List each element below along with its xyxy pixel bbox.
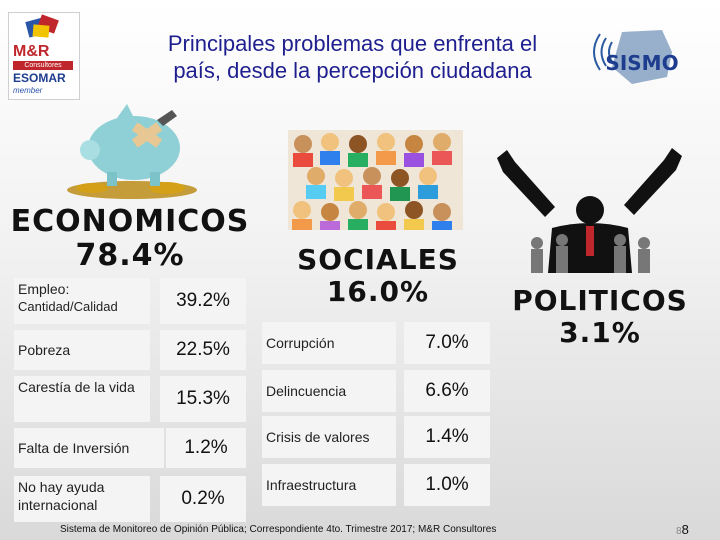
economicos-item-label: No hay ayuda internacional xyxy=(14,476,150,522)
politician-image xyxy=(497,148,682,273)
economicos-item-label: Empleo: Cantidad/Calidad xyxy=(14,278,150,324)
empleo-sub-label: Cantidad/Calidad xyxy=(18,299,118,314)
member-label: member xyxy=(13,86,43,95)
politicos-percent: 3.1% xyxy=(559,316,641,349)
politicos-title: POLITICOS xyxy=(512,284,688,317)
mr-logo-sub: Consultores xyxy=(13,61,73,70)
page-title: Principales problemas que enfrenta el pa… xyxy=(115,30,590,84)
page-number: 88 xyxy=(676,522,689,537)
economicos-item-value: 0.2% xyxy=(160,476,246,522)
esomar-label: ESOMAR xyxy=(13,71,66,85)
piggy-bank-image xyxy=(67,104,197,199)
economicos-title: ECONOMICOS xyxy=(10,204,250,239)
empleo-label: Empleo: xyxy=(18,281,70,297)
title-line-2: país, desde la percepción ciudadana xyxy=(173,58,532,83)
sociales-item-label: Infraestructura xyxy=(262,464,396,506)
sociales-heading: SOCIALES 16.0% xyxy=(278,244,478,308)
title-line-1: Principales problemas que enfrenta el xyxy=(167,31,538,56)
sociales-item-value: 6.6% xyxy=(404,370,490,412)
economicos-percent: 78.4% xyxy=(75,238,185,273)
sociales-item-value: 1.0% xyxy=(404,464,490,506)
mr-logo-name: M&R xyxy=(13,43,50,60)
mr-logo-icon xyxy=(25,14,59,38)
economicos-item-label: Carestía de la vida xyxy=(14,376,150,422)
page-number-big: 8 xyxy=(681,522,689,537)
mr-logo: M&R Consultores ESOMAR member xyxy=(8,12,80,100)
sociales-item-label: Corrupción xyxy=(262,322,396,364)
politicos-heading: POLITICOS 3.1% xyxy=(500,285,700,349)
footer-source: Sistema de Monitoreo de Opinión Pública;… xyxy=(60,524,497,535)
economicos-heading: ECONOMICOS 78.4% xyxy=(5,205,255,273)
economicos-item-value: 22.5% xyxy=(160,330,246,370)
sociales-title: SOCIALES xyxy=(297,243,459,276)
sociales-item-value: 1.4% xyxy=(404,416,490,458)
sociales-percent: 16.0% xyxy=(326,275,430,308)
sismo-logo: SISMO xyxy=(592,22,692,97)
economicos-item-value: 39.2% xyxy=(160,278,246,324)
sociales-item-value: 7.0% xyxy=(404,322,490,364)
economicos-item-value: 15.3% xyxy=(160,376,246,422)
economicos-item-label: Pobreza xyxy=(14,330,150,370)
economicos-item-value: 1.2% xyxy=(166,428,246,468)
economicos-item-label: Falta de Inversión xyxy=(14,428,164,468)
sociales-item-label: Crisis de valores xyxy=(262,416,396,458)
sociales-item-label: Delincuencia xyxy=(262,370,396,412)
sismo-logo-icon: SISMO xyxy=(593,30,679,84)
crowd-image xyxy=(288,130,463,230)
page-number-small: 8 xyxy=(676,526,682,537)
sismo-logo-text: SISMO xyxy=(605,51,678,75)
